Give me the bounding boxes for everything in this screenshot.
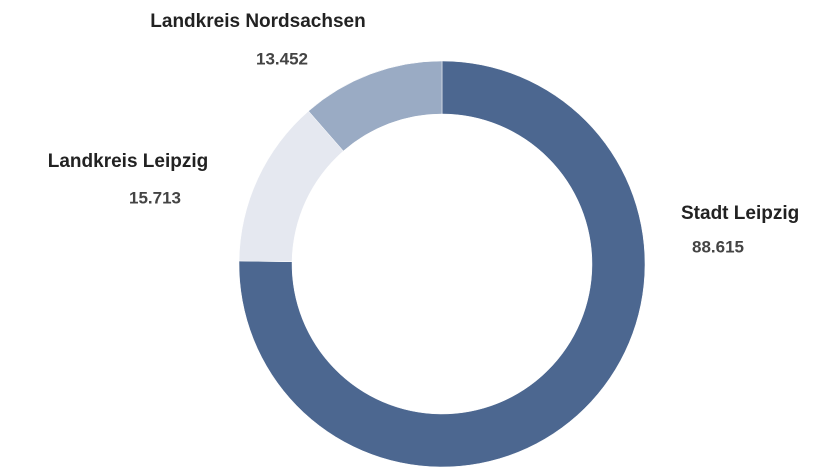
donut-slice (308, 60, 443, 152)
slice-label: Stadt Leipzig (681, 203, 799, 224)
slice-label: Landkreis Nordsachsen (150, 11, 365, 32)
value-label: 15.713 (129, 188, 181, 207)
value-label: 88.615 (692, 237, 744, 256)
slice-label: Landkreis Leipzig (48, 151, 208, 172)
value-label: 13.452 (256, 49, 308, 68)
donut-slice (238, 60, 646, 467)
donut-slice (238, 110, 344, 263)
